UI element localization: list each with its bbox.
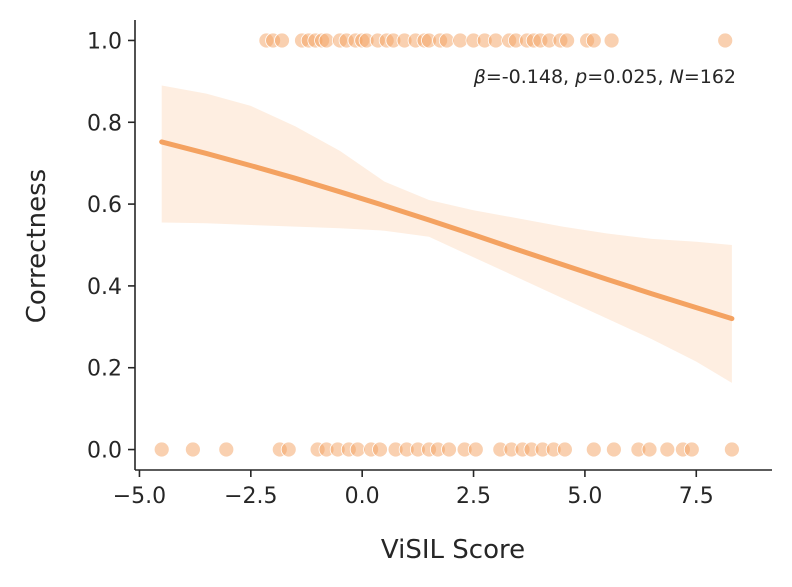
scatter-point [153, 441, 170, 458]
axes-layer: −5.0 −2.5 0.0 2.5 5.0 7.5 0.0 0.2 0.4 0.6 0.8 1.0 [87, 20, 772, 509]
p-value: =0.025, [587, 66, 669, 88]
confidence-band-layer [161, 85, 732, 383]
scatter-point [603, 32, 620, 49]
scatter-point [717, 32, 734, 49]
scatter-point [452, 32, 469, 49]
scatter-point [683, 441, 700, 458]
y-tick-label: 0.4 [87, 275, 122, 300]
scatter-point [438, 32, 455, 49]
stats-annotation: β=-0.148, p=0.025, N=162 [473, 66, 736, 88]
scatter-point [467, 441, 484, 458]
scatter-point [318, 32, 335, 49]
x-tick-label: 7.5 [679, 484, 714, 509]
confidence-band [161, 85, 732, 383]
y-axis-title: Correctness [22, 169, 52, 323]
y-tick-label: 0.8 [87, 111, 122, 136]
x-tick-label: 2.5 [456, 484, 491, 509]
fit-line-layer [159, 139, 735, 322]
scatter-point [659, 441, 676, 458]
x-tick-label: 0.0 [345, 484, 380, 509]
p-symbol: p [574, 66, 587, 88]
y-tick-label: 0.0 [87, 439, 122, 464]
scatter-point [184, 441, 201, 458]
scatter-point [559, 32, 575, 49]
scatter-point [441, 441, 457, 458]
scatter-point [641, 441, 658, 458]
x-tick-label: −2.5 [224, 484, 277, 509]
fit-line [159, 139, 735, 322]
scatter-point [349, 441, 366, 458]
scatter-point [585, 441, 602, 458]
y-tick-label: 0.6 [87, 193, 122, 218]
scatter-point [606, 441, 622, 458]
scatter-point [372, 441, 388, 458]
scatter-point [274, 32, 290, 49]
scatter-point [557, 441, 573, 458]
y-tick-label: 0.2 [87, 357, 122, 382]
scatter-point [724, 441, 740, 458]
n-value: =162 [684, 66, 736, 88]
x-tick-label: 5.0 [567, 484, 602, 509]
beta-symbol: β [473, 66, 486, 88]
x-tick-label: −5.0 [113, 484, 166, 509]
scatter-point [487, 32, 504, 49]
scatter-points-layer [153, 32, 740, 458]
y-tick-label: 1.0 [87, 29, 122, 54]
scatter-point [585, 32, 602, 49]
scatter-point [218, 441, 235, 458]
x-axis-title: ViSIL Score [381, 535, 525, 565]
scatter-point [280, 441, 297, 458]
n-symbol: N [670, 66, 684, 88]
beta-value: =-0.148, [486, 66, 575, 88]
